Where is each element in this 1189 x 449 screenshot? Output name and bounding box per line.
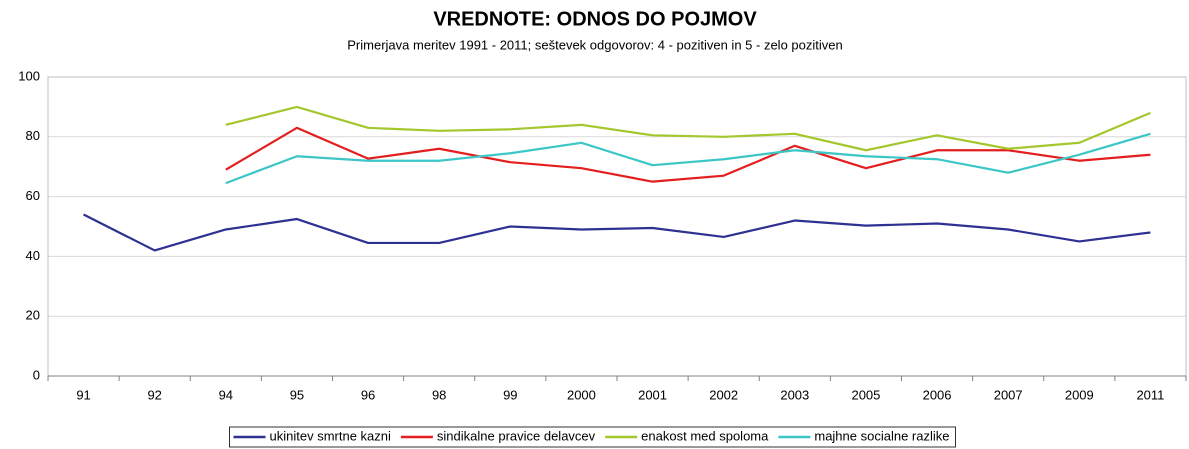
y-tick-label: 100 [18,68,40,83]
x-tick-label: 2009 [1065,387,1094,402]
x-tick-label: 98 [432,387,446,402]
x-tick-label: 96 [361,387,375,402]
x-tick-label: 2007 [994,387,1023,402]
x-tick-label: 92 [147,387,161,402]
x-tick-label: 2003 [780,387,809,402]
y-tick-label: 60 [26,188,40,203]
x-tick-label: 99 [503,387,517,402]
y-tick-label: 80 [26,128,40,143]
x-tick-label: 2006 [923,387,952,402]
series-line [225,132,1151,185]
legend-label: sindikalne pravice delavcev [437,428,596,443]
series-line [225,126,1151,183]
series-line [225,105,1151,152]
y-tick-label: 40 [26,248,40,263]
x-tick-label: 2000 [567,387,596,402]
legend-label: majhne socialne razlike [814,428,949,443]
series-line [83,213,1151,252]
plot-border [47,76,1187,377]
y-tick-label: 20 [26,308,40,323]
legend: ukinitev smrtne kazni sindikalne pravice … [229,426,956,448]
x-tick-label: 2011 [1136,387,1164,402]
x-tick-label: 95 [290,387,304,402]
legend-label: ukinitev smrtne kazni [270,428,391,443]
chart-title: VREDNOTE: ODNOS DO POJMOV [433,8,757,30]
chart-subtitle: Primerjava meritev 1991 - 2011; seštevek… [347,37,842,52]
x-tick-label: 2001 [638,387,667,402]
x-tick-label: 94 [219,387,233,402]
y-tick-label: 0 [33,367,40,382]
x-tick-label: 2005 [851,387,880,402]
x-tick-label: 2002 [709,387,738,402]
legend-label: enakost med spoloma [641,428,769,443]
legend-box [229,426,956,448]
x-tick-label: 91 [76,387,90,402]
